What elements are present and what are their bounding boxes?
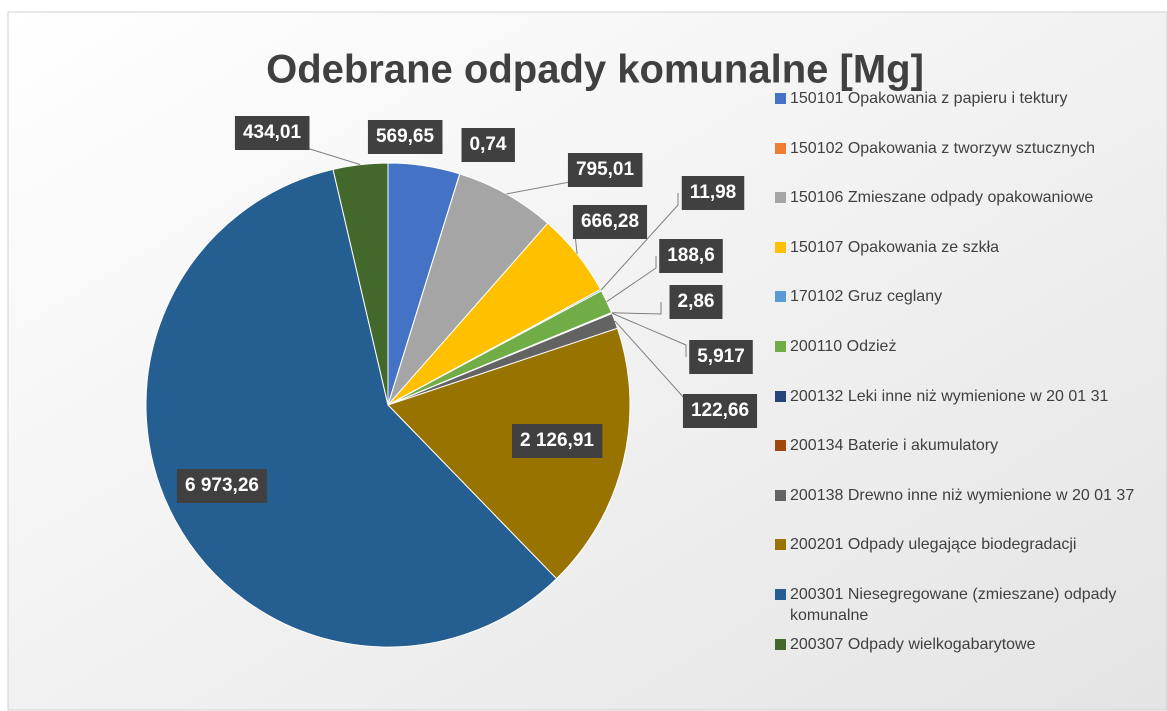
data-label: 6 973,26 — [185, 475, 259, 496]
data-label-box — [234, 116, 310, 150]
legend-swatch — [775, 241, 786, 253]
legend-item: 200132 Leki inne niż wymienione w 20 01 … — [775, 386, 1160, 407]
data-label: 666,28 — [581, 211, 639, 232]
legend-label: 170102 Gruz ceglany — [790, 288, 943, 306]
legend-item: 200138 Drewno inne niż wymienione w 20 0… — [775, 485, 1160, 506]
legend-swatch — [775, 192, 786, 204]
data-label-box — [681, 176, 745, 210]
legend-label: 150107 Opakowania ze szkła — [790, 238, 1000, 256]
pie-slice — [332, 162, 389, 406]
data-label: 2,86 — [678, 291, 715, 312]
data-label: 122,66 — [691, 400, 749, 421]
legend-swatch — [775, 390, 786, 402]
legend-swatch — [775, 489, 786, 501]
data-label: 5,917 — [697, 346, 745, 367]
leader-line — [606, 256, 657, 302]
legend-swatch — [775, 638, 786, 650]
legend-item: 200301 Niesegregowane (zmieszane) odpady… — [775, 584, 1160, 626]
legend-label: 200301 Niesegregowane (zmieszane) odpady… — [790, 586, 1117, 624]
legend-label: 200307 Odpady wielkogabarytowe — [790, 635, 1036, 653]
legend-label: 200110 Odzież — [790, 338, 897, 355]
leader-line — [600, 193, 679, 291]
legend-swatch — [775, 539, 786, 551]
pie-slice — [145, 168, 558, 648]
legend-item: 150101 Opakowania z papieru i tektury — [775, 88, 1160, 109]
legend-label: 200138 Drewno inne niż wymienione w 20 0… — [790, 486, 1135, 504]
legend-label: 150101 Opakowania z papieru i tektury — [790, 90, 1068, 107]
leader-line — [611, 302, 662, 315]
legend-label: 200201 Odpady ulegające biodegradacji — [790, 536, 1077, 554]
data-label: 0,74 — [470, 134, 507, 155]
legend-item: 170102 Gruz ceglany — [775, 286, 1160, 307]
data-label-box — [177, 469, 267, 503]
legend-swatch — [775, 142, 786, 154]
data-label: 2 126,91 — [520, 430, 594, 451]
data-label: 11,98 — [690, 182, 737, 203]
legend-label: 150102 Opakowania z tworzyw sztucznych — [790, 139, 1096, 157]
data-label: 795,01 — [576, 159, 635, 180]
data-label-box — [567, 153, 643, 187]
data-label-box — [659, 239, 723, 273]
legend-label: 200134 Baterie i akumulatory — [790, 437, 999, 455]
data-label: 188,6 — [667, 245, 715, 266]
legend-item: 200201 Odpady ulegające biodegradacji — [775, 534, 1160, 555]
legend-swatch — [775, 341, 786, 352]
data-label-box — [689, 340, 753, 374]
data-label-box — [669, 285, 723, 319]
legend-item: 150107 Opakowania ze szkła — [775, 237, 1160, 258]
data-label: 569,65 — [376, 126, 435, 147]
legend-swatch — [775, 93, 786, 104]
chart-title: Odebrane odpady komunalne [Mg] — [266, 48, 924, 92]
data-label: 434,01 — [243, 122, 302, 143]
legend-label: 200132 Leki inne niż wymienione w 20 01 … — [790, 387, 1109, 405]
legend-item: 150106 Zmieszane odpady opakowaniowe — [775, 187, 1160, 208]
legend-item: 200307 Odpady wielkogabarytowe — [775, 634, 1160, 655]
data-label-box — [682, 394, 758, 428]
legend-swatch — [775, 440, 786, 452]
data-label-box — [461, 128, 515, 162]
legend-item: 150102 Opakowania z tworzyw sztucznych — [775, 138, 1160, 159]
data-label-box — [572, 205, 648, 239]
legend-swatch — [775, 589, 786, 600]
legend-swatch — [775, 291, 786, 303]
leader-line — [611, 312, 687, 357]
legend-label: 150106 Zmieszane odpady opakowaniowe — [790, 189, 1094, 207]
legend-item: 200110 Odzież — [775, 336, 1160, 357]
data-label-box — [512, 424, 603, 458]
legend-item: 200134 Baterie i akumulatory — [775, 435, 1160, 456]
data-label-box — [367, 120, 443, 154]
pie-slice — [387, 327, 631, 580]
